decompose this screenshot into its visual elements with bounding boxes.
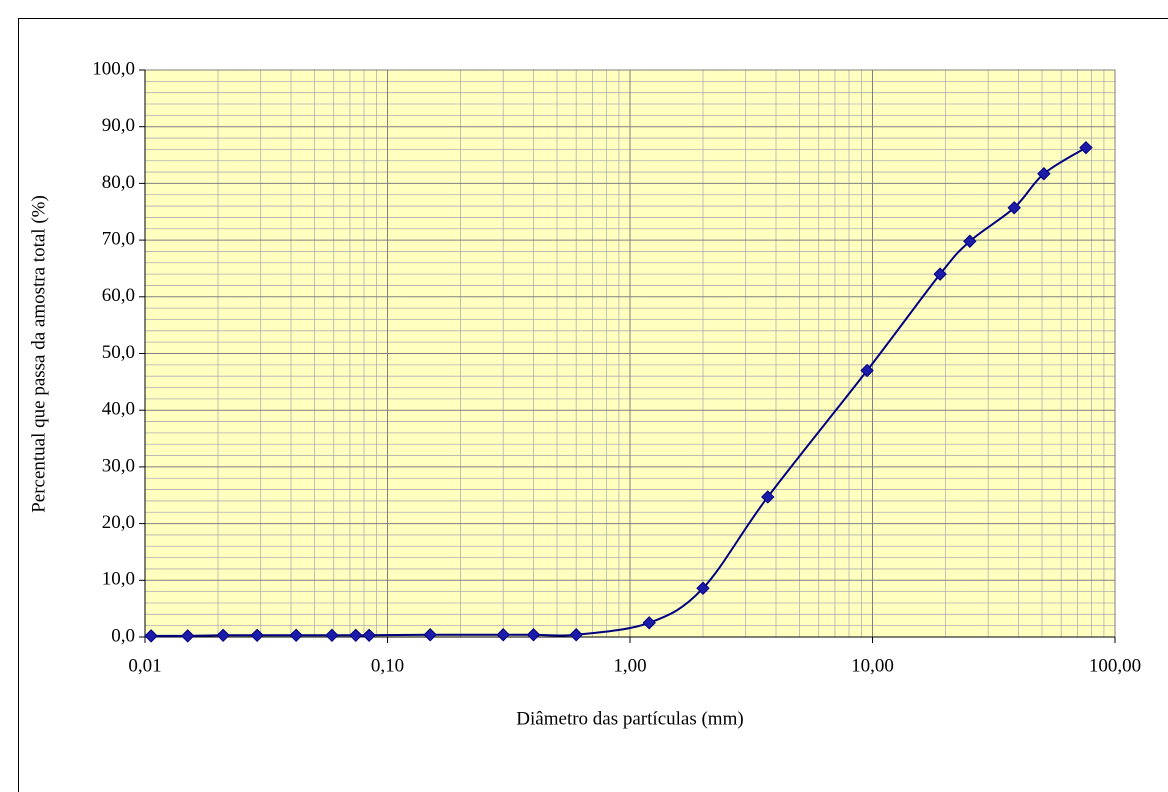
- data-point: [289, 628, 303, 643]
- y-tick-label: 80,0: [102, 172, 135, 193]
- x-axis-label: Diâmetro das partículas (mm): [516, 708, 743, 729]
- data-point: [496, 628, 510, 642]
- y-tick-label: 40,0: [102, 399, 135, 420]
- data-point: [362, 628, 376, 643]
- data-point: [180, 629, 195, 643]
- data-point: [423, 628, 437, 642]
- y-axis-label: Percentual que passa da amostra total (%…: [28, 195, 49, 513]
- y-tick-label: 10,0: [102, 569, 135, 590]
- x-tick-label: 0,10: [371, 655, 404, 676]
- x-tick-label: 0,01: [128, 655, 161, 676]
- y-tick-label: 30,0: [102, 455, 135, 476]
- data-point: [569, 628, 583, 642]
- y-tick-label: 60,0: [102, 285, 135, 306]
- data-point: [1037, 167, 1051, 181]
- x-tick-label: 1,00: [613, 655, 646, 676]
- data-point: [250, 628, 264, 643]
- y-tick-label: 20,0: [102, 512, 135, 533]
- data-point: [696, 581, 710, 595]
- data-point: [1007, 201, 1021, 215]
- y-tick-label: 0,0: [111, 625, 135, 646]
- y-tick-label: 100,0: [92, 58, 135, 79]
- data-point: [526, 628, 541, 642]
- data-point: [761, 490, 775, 504]
- data-point: [144, 629, 158, 643]
- x-tick-label: 10,00: [851, 655, 894, 676]
- data-point: [642, 616, 656, 630]
- y-tick-label: 70,0: [102, 228, 135, 249]
- data-point: [216, 628, 230, 643]
- y-tick-label: 90,0: [102, 115, 135, 136]
- x-tick-label: 100,00: [1089, 655, 1141, 676]
- data-point: [933, 267, 947, 281]
- data-point: [963, 234, 977, 248]
- data-point: [325, 628, 339, 643]
- data-point: [349, 628, 363, 643]
- data-point: [1079, 140, 1093, 155]
- data-line: [151, 146, 1087, 637]
- y-tick-label: 50,0: [102, 342, 135, 363]
- data-point: [860, 363, 874, 378]
